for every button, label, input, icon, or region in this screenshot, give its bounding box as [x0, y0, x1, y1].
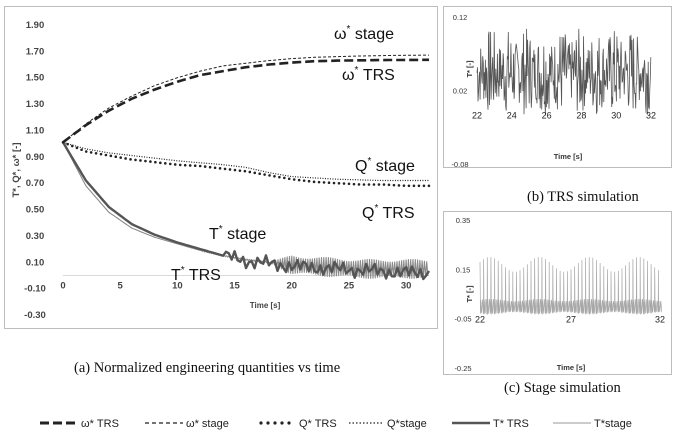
y-tick-label: -0.30	[24, 310, 46, 321]
trs-chart: -0.08 0.02 0.12 22 24 26 28 30 32 Time [s] T* [-]	[451, 13, 656, 169]
x-tick-label: 10	[172, 280, 183, 291]
x-tick-label: 24	[507, 111, 517, 121]
caption-c: (c) Stage simulation	[504, 380, 621, 396]
annotation-t-trs: T* TRS	[171, 265, 221, 284]
y-tick-label: -0.08	[451, 160, 468, 167]
y-axis-title: T* [-]	[465, 60, 474, 78]
y-tick-label: -0.05	[454, 315, 471, 324]
y-tick-label: 0.10	[26, 257, 45, 268]
x-tick-label: 5	[118, 280, 124, 291]
x-tick-label: 30	[401, 280, 412, 291]
annotation-omega-stage: ω* stage	[334, 24, 394, 43]
y-tick-label: 1.50	[26, 73, 45, 84]
trs-torque-line	[476, 28, 652, 116]
annotation-q-stage: Q* stage	[355, 156, 415, 175]
legend-label-omega-trs: ω* TRS	[81, 418, 119, 430]
x-tick-label: 30	[611, 111, 621, 121]
x-tick-label: 32	[646, 111, 656, 121]
x-axis-title: Time [s]	[557, 363, 586, 372]
y-tick-label: 0.30	[26, 231, 45, 242]
y-tick-label: 0.90	[26, 152, 45, 163]
y-tick-label: 1.70	[26, 46, 45, 57]
x-tick-label: 22	[472, 111, 482, 121]
stage-torque-line	[479, 256, 663, 315]
y-tick-label: 1.30	[26, 99, 45, 110]
x-tick-label: 28	[576, 111, 586, 121]
annotation-omega-trs: ω* TRS	[342, 65, 395, 84]
legend-label-omega-stage: ω* stage	[186, 418, 229, 430]
y-tick-label: 0.15	[456, 265, 471, 274]
y-tick-label: 1.90	[26, 20, 45, 31]
legend-label-q-trs: Q* TRS	[299, 418, 337, 430]
main-chart: -0.30 -0.10 0.10 0.30 0.50 0.70 0.90 1.10 1.30 1.…	[11, 20, 431, 321]
omega-stage-line	[62, 54, 429, 143]
legend-label-q-stage: Q*stage	[387, 418, 427, 430]
y-axis-title: T*, Q*, ω* [-]	[11, 143, 22, 198]
t-trs-line	[61, 141, 431, 281]
x-tick-label: 20	[286, 280, 297, 291]
legend-label-t-stage: T*stage	[594, 418, 632, 430]
y-tick-label: 0.02	[453, 87, 468, 96]
y-tick-label: 1.10	[26, 125, 45, 136]
y-tick-label: 0.70	[26, 178, 45, 189]
omega-trs-line	[62, 58, 429, 144]
q-stage-line	[62, 141, 429, 182]
caption-a: (a) Normalized engineering quantities vs…	[74, 360, 341, 376]
y-tick-label: 0.35	[456, 216, 471, 225]
y-tick-label: -0.25	[454, 364, 471, 373]
stage-chart-panel: -0.25 -0.05 0.15 0.35 22 27 32 Time [s] T* [-]	[443, 211, 672, 375]
y-tick-label: 0.50	[26, 205, 45, 216]
trs-chart-panel: -0.08 0.02 0.12 22 24 26 28 30 32 Time [s] T* [-]	[443, 6, 672, 169]
y-tick-label: 0.12	[453, 13, 468, 22]
stage-chart: -0.25 -0.05 0.15 0.35 22 27 32 Time [s] T* [-]	[454, 216, 665, 373]
main-chart-panel: -0.30 -0.10 0.10 0.30 0.50 0.70 0.90 1.10 1.30 1.…	[4, 6, 438, 329]
x-axis-title: Time [s]	[554, 152, 583, 161]
annotation-q-trs: Q* TRS	[362, 203, 415, 222]
legend: ω* TRS ω* stage Q* TRS Q*stage T* TRS T*stage	[40, 418, 632, 430]
x-tick-label: 0	[60, 280, 65, 291]
annotation-t-stage: T* stage	[209, 224, 266, 243]
y-tick-label: -0.10	[24, 284, 46, 295]
x-tick-label: 15	[229, 280, 240, 291]
caption-b: (b) TRS simulation	[527, 189, 639, 205]
x-tick-label: 26	[542, 111, 552, 121]
q-trs-line	[61, 141, 431, 188]
x-axis-title: Time [s]	[250, 301, 281, 310]
legend-label-t-trs: T* TRS	[493, 418, 529, 430]
x-tick-label: 22	[475, 315, 485, 325]
t-stage-line	[62, 142, 429, 279]
y-axis-title: T* [-]	[465, 285, 474, 303]
x-tick-label: 32	[655, 315, 665, 325]
x-tick-label: 25	[344, 280, 355, 291]
x-tick-label: 27	[566, 315, 576, 325]
